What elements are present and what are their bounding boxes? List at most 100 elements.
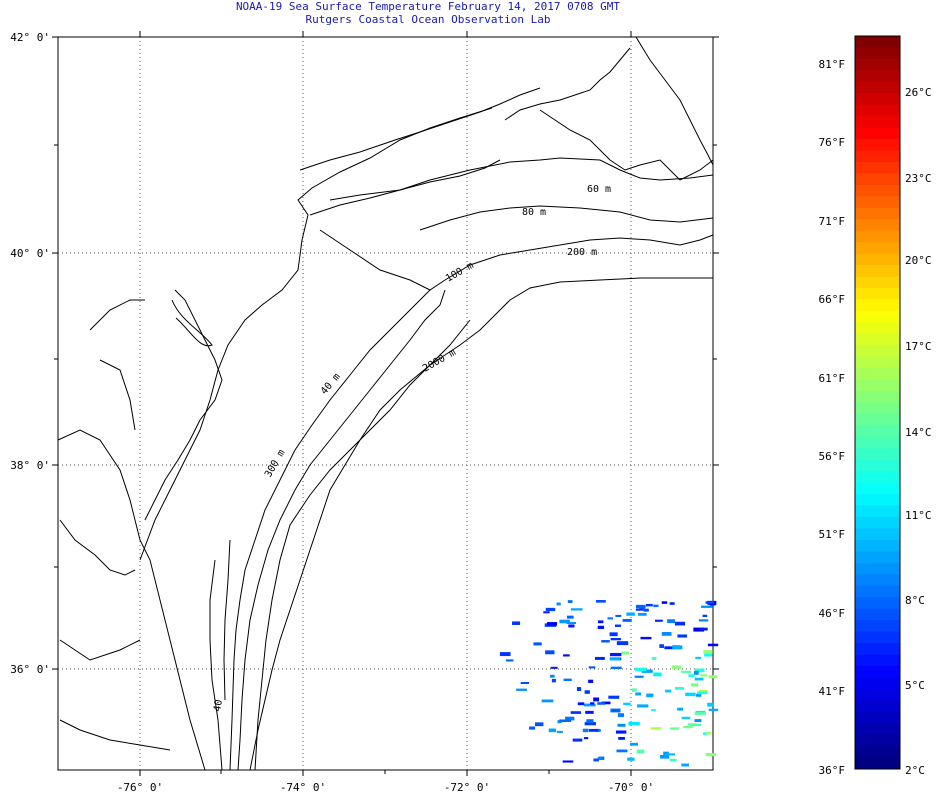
lat-label-40: 40° 0' — [10, 247, 50, 260]
contour-label-80m: 80 m — [522, 207, 546, 218]
sst-pixel — [707, 702, 714, 707]
f-label-81: 81°F — [819, 58, 846, 71]
contour-label-60m: 60 m — [587, 184, 611, 195]
sst-pixel — [586, 719, 594, 723]
colorbar-band — [855, 436, 900, 449]
f-label-61: 61°F — [819, 372, 846, 385]
colorbar-band — [855, 150, 900, 163]
sst-pixel — [677, 707, 683, 711]
colorbar-band — [855, 551, 900, 564]
lon-label-76: -76° 0' — [117, 781, 163, 794]
colorbar-band — [855, 265, 900, 278]
sst-pixel — [559, 719, 572, 723]
colorbar-band — [855, 631, 900, 644]
f-label-41: 41°F — [819, 685, 846, 698]
c-label-26: 26°C — [905, 86, 932, 99]
sst-pixel — [556, 602, 561, 606]
sst-pixel — [659, 644, 664, 648]
sst-pixel — [597, 702, 606, 705]
colorbar-band — [855, 688, 900, 701]
sst-pixel — [696, 693, 702, 697]
sst-pixel — [615, 614, 622, 617]
sst-pixel — [588, 728, 598, 732]
c-label-17: 17°C — [905, 340, 932, 353]
colorbar-band — [855, 299, 900, 312]
sst-pixel — [681, 763, 690, 767]
sst-pixel — [596, 728, 601, 732]
f-label-46: 46°F — [819, 607, 846, 620]
sst-pixel — [653, 672, 662, 677]
sst-pixel — [567, 600, 573, 603]
sst-pixel — [635, 692, 642, 696]
sst-pixel — [563, 654, 570, 657]
colorbar-band — [855, 471, 900, 484]
sst-pixel — [701, 605, 713, 608]
colorbar-band — [855, 448, 900, 461]
sst-pixel — [621, 651, 630, 655]
sst-pixel — [693, 670, 699, 675]
sst-pixel — [583, 703, 596, 707]
sst-pixel — [556, 730, 563, 733]
map-frame — [57, 36, 714, 771]
sst-pixel — [550, 666, 558, 669]
contour-label-200m: 200 m — [567, 247, 597, 258]
sst-pixel — [609, 657, 621, 661]
sst-pixel — [572, 738, 583, 742]
f-label-66: 66°F — [819, 293, 846, 306]
sst-pixel — [615, 730, 627, 734]
lat-label-38: 38° 0' — [10, 459, 50, 472]
sst-pixel — [650, 727, 662, 730]
sst-pixel — [651, 709, 656, 712]
sst-pixel — [545, 607, 556, 612]
sst-pixel — [617, 713, 625, 718]
colorbar-band — [855, 184, 900, 197]
f-label-71: 71°F — [819, 215, 846, 228]
sst-pixel — [694, 668, 705, 673]
sst-pixel — [541, 699, 554, 703]
sst-pixel — [610, 638, 621, 641]
sst-pixel — [595, 600, 606, 603]
sst-pixel — [550, 674, 555, 678]
colorbar-band — [855, 196, 900, 209]
lon-label-74: -74° 0' — [280, 781, 326, 794]
sst-pixel — [610, 666, 622, 670]
sst-pixel — [594, 656, 605, 660]
colorbar-band — [855, 723, 900, 736]
colorbar-band — [855, 345, 900, 358]
sst-pixel — [622, 618, 632, 622]
colorbar-band — [855, 517, 900, 529]
frame-ticks — [52, 31, 719, 776]
colorbar-band — [855, 711, 900, 724]
sst-pixel — [636, 749, 645, 754]
colorbar-band — [855, 116, 900, 129]
sst-pixel — [702, 614, 708, 618]
sst-pixel — [690, 683, 699, 687]
sst-pixel — [623, 702, 631, 706]
colorbar-band — [855, 173, 900, 186]
colorbar-band — [855, 665, 900, 678]
sst-pixel — [699, 627, 708, 631]
colorbar-band — [855, 459, 900, 472]
sst-pixel — [694, 712, 706, 715]
sst-pixel — [577, 702, 585, 706]
contour-label-40: 40 — [212, 699, 225, 713]
colorbar-band — [855, 322, 900, 335]
lon-label-72: -72° 0' — [444, 781, 490, 794]
sst-pixel — [566, 615, 574, 619]
sst-pixel — [512, 621, 521, 625]
colorbar-band — [855, 574, 900, 587]
lon-label-70: -70° 0' — [608, 781, 654, 794]
coastline — [57, 36, 714, 771]
sst-pixel — [499, 652, 511, 657]
colorbar-celsius-labels: 26°C 23°C 20°C 17°C 14°C 11°C 8°C 5°C 2°… — [905, 86, 932, 777]
colorbar-band — [855, 539, 900, 552]
c-label-2: 2°C — [905, 764, 925, 777]
sst-pixel — [646, 693, 654, 698]
colorbar-band — [855, 207, 900, 220]
colorbar-band — [855, 93, 900, 106]
colorbar-frame — [854, 35, 901, 770]
sst-pixel — [669, 602, 675, 605]
sst-pixel — [566, 622, 577, 625]
sst-pixel — [617, 723, 626, 727]
sst-pixel — [534, 722, 544, 727]
